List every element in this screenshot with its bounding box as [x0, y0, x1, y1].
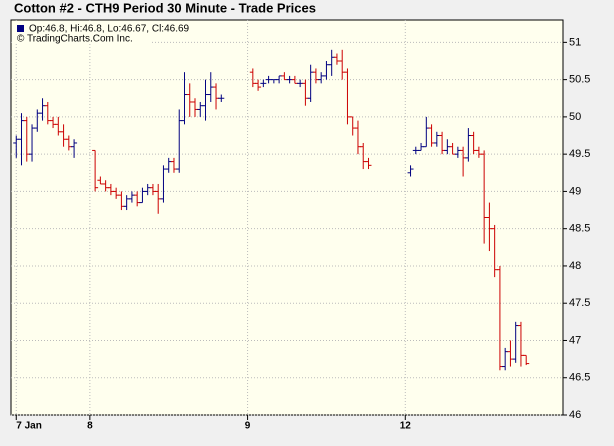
- legend-info: Op:46.8, Hi:46.8, Lo:46.67, Cl:46.69: [29, 24, 190, 35]
- y-tick-label: 46.5: [569, 372, 590, 384]
- chart-title: Cotton #2 - CTH9 Period 30 Minute - Trad…: [14, 0, 316, 15]
- x-tick-label: 8: [87, 421, 93, 432]
- y-tick-label: 50.5: [569, 74, 590, 86]
- legend-swatch: [17, 25, 24, 32]
- legend-box: [14, 22, 152, 44]
- x-tick-label: 7 Jan: [16, 421, 42, 432]
- y-tick-label: 51: [569, 36, 581, 48]
- x-tick-label: 12: [400, 421, 412, 432]
- y-tick-label: 47: [569, 334, 581, 346]
- y-tick-label: 48.5: [569, 223, 590, 235]
- y-tick-label: 49: [569, 185, 581, 197]
- y-tick-label: 49.5: [569, 148, 590, 160]
- x-tick-label: 9: [245, 421, 251, 432]
- copyright: © TradingCharts.Com Inc.: [17, 34, 133, 45]
- plot-area: [10, 19, 564, 416]
- y-tick-label: 46: [569, 409, 581, 421]
- y-tick-label: 47.5: [569, 297, 590, 309]
- y-tick-label: 48: [569, 260, 581, 272]
- y-tick-label: 50: [569, 111, 581, 123]
